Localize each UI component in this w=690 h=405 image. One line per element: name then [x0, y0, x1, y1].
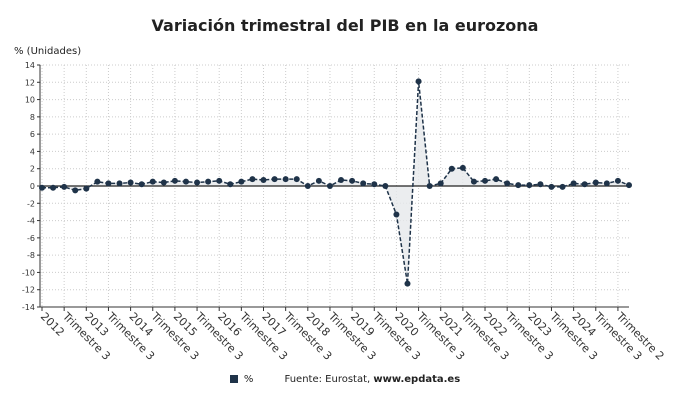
data-point	[138, 181, 145, 188]
data-point	[149, 178, 156, 185]
data-point	[116, 180, 123, 187]
data-point	[570, 180, 577, 187]
data-point	[315, 177, 322, 184]
data-point	[504, 180, 511, 187]
y-axis-label: % (Unidades)	[14, 46, 82, 57]
data-point	[227, 181, 234, 188]
data-point	[72, 187, 79, 194]
source-text: Fuente: Eurostat, www.epdata.es	[285, 374, 461, 385]
data-point	[548, 183, 555, 190]
data-point	[526, 182, 533, 189]
y-tick-label: 10	[25, 96, 35, 105]
data-point	[581, 181, 588, 188]
y-tick-label: 14	[25, 61, 35, 70]
legend-swatch	[229, 375, 238, 383]
y-tick-label: -4	[27, 217, 35, 226]
data-point	[592, 179, 599, 186]
data-point	[603, 180, 610, 187]
data-point	[515, 182, 522, 189]
legend-series-label: %	[243, 374, 254, 385]
data-point	[626, 182, 632, 189]
data-point	[415, 78, 422, 85]
data-point	[437, 180, 444, 187]
data-point	[614, 177, 621, 184]
data-point	[326, 183, 333, 189]
data-point	[83, 185, 90, 192]
data-point	[205, 178, 212, 185]
y-tick-label: 8	[30, 113, 35, 122]
y-tick-label: -2	[27, 199, 35, 208]
data-point	[559, 183, 566, 190]
data-point	[482, 177, 489, 184]
data-point	[448, 165, 455, 172]
data-point	[537, 181, 544, 188]
y-tick-label: 4	[30, 147, 35, 156]
data-point	[459, 164, 466, 171]
data-point	[349, 177, 356, 184]
y-tick-label: -14	[22, 303, 35, 312]
data-point	[249, 176, 256, 183]
data-point	[271, 176, 278, 183]
data-point	[293, 176, 300, 183]
data-point	[260, 176, 267, 183]
data-point	[382, 183, 389, 189]
data-point	[94, 178, 101, 185]
data-point	[493, 176, 500, 183]
data-point	[282, 176, 289, 183]
data-point	[426, 183, 433, 189]
data-point	[238, 178, 245, 185]
y-tick-label: 2	[30, 165, 35, 174]
data-point	[182, 178, 189, 185]
source-link[interactable]: www.epdata.es	[373, 374, 461, 385]
data-point	[105, 180, 112, 187]
y-tick-label: -6	[27, 234, 35, 243]
data-point	[171, 177, 178, 184]
data-point	[61, 183, 68, 190]
y-tick-label: 0	[30, 182, 35, 191]
data-point	[360, 180, 367, 187]
legend: % Fuente: Eurostat, www.epdata.es	[0, 374, 690, 385]
data-point	[39, 184, 45, 191]
data-point	[50, 184, 57, 191]
data-point	[194, 179, 201, 186]
y-tick-label: 6	[30, 130, 35, 139]
data-point	[338, 176, 345, 183]
data-point	[160, 179, 167, 186]
data-point	[371, 181, 378, 188]
data-point	[127, 179, 134, 186]
data-point	[404, 280, 411, 287]
data-point	[393, 211, 400, 218]
y-tick-label: -12	[22, 286, 35, 295]
source-prefix: Fuente: Eurostat,	[284, 374, 374, 385]
data-point	[470, 178, 477, 185]
x-tick-label: 2012	[38, 310, 67, 339]
y-tick-label: -10	[22, 268, 35, 277]
chart-title: Variación trimestral del PIB en la euroz…	[151, 16, 539, 35]
data-point	[304, 183, 311, 189]
data-point	[216, 177, 223, 184]
y-tick-label: -8	[27, 251, 35, 260]
y-tick-label: 12	[25, 78, 35, 87]
